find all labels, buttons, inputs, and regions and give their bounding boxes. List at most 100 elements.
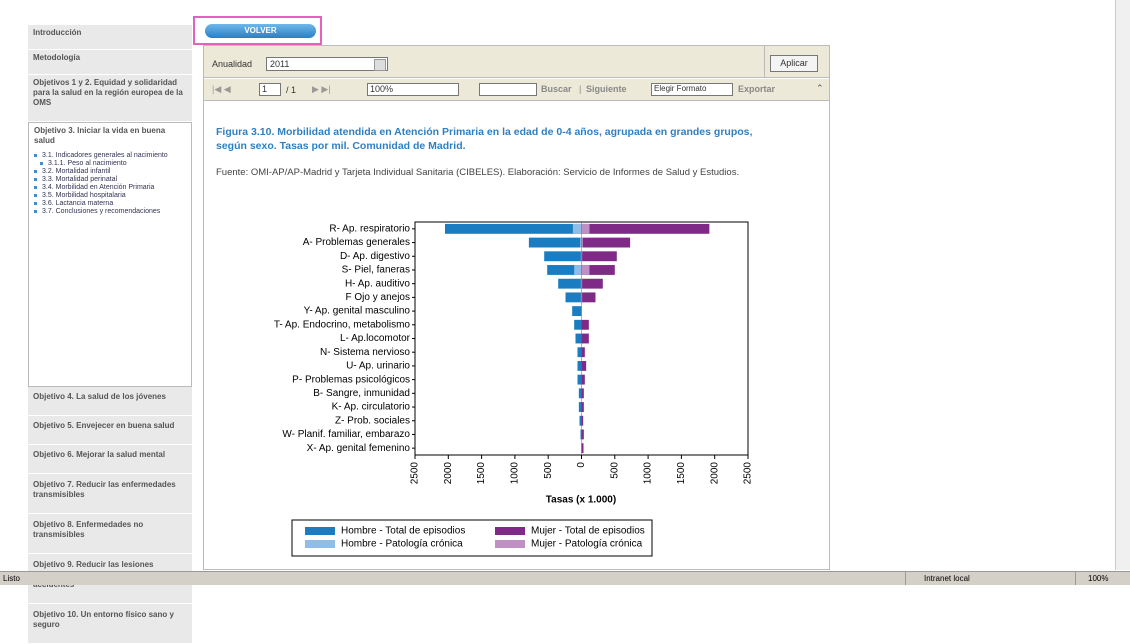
nav-subitem[interactable]: 3.2. Mortalidad infantil: [34, 168, 186, 176]
next-link[interactable]: Siguiente: [586, 84, 627, 94]
report-title: Figura 3.10. Morbilidad atendida en Aten…: [216, 126, 753, 152]
x-tick-label: 2500: [743, 462, 754, 485]
nav-item[interactable]: Objetivo 3. Iniciar la vida en buena sal…: [34, 126, 166, 145]
legend-box: [291, 519, 653, 557]
bar: [581, 237, 631, 248]
status-zoom[interactable]: 100%: [1075, 572, 1108, 585]
bar: [581, 347, 585, 358]
bar: [575, 333, 582, 344]
nav-item[interactable]: Objetivo 8. Enfermedades no transmisible…: [28, 514, 192, 554]
nav-subitem[interactable]: 3.3. Mortalidad perinatal: [34, 176, 186, 184]
nav-item[interactable]: Objetivo 6. Mejorar la salud mental: [28, 445, 192, 474]
bar: [577, 347, 582, 358]
y-tick-label: T- Ap. Endocrino, metabolismo: [274, 319, 411, 330]
legend-swatch: [305, 540, 335, 548]
apply-button[interactable]: Aplicar: [770, 55, 818, 72]
bar: [578, 402, 582, 412]
nav-subitem[interactable]: 3.4. Morbilidad en Atención Primaria: [34, 184, 186, 192]
report-panel: Anualidad 2011 Aplicar |◀ ◀ 1 / 1 ▶ ▶| 1…: [203, 45, 830, 570]
nav-item[interactable]: Objetivos 1 y 2. Equidad y solidaridad p…: [28, 75, 192, 122]
bar: [581, 251, 583, 262]
bar: [577, 360, 582, 371]
select-value: 100%: [370, 84, 394, 94]
report-toolbar: |◀ ◀ 1 / 1 ▶ ▶| 100% Buscar | Siguiente …: [204, 79, 829, 101]
sidebar: Introducción Metodología Objetivos 1 y 2…: [28, 25, 192, 644]
bar: [581, 265, 590, 275]
format-select[interactable]: Elegir Formato: [651, 83, 733, 96]
nav-subitem[interactable]: 3.1.1. Peso al nacimiento: [40, 160, 186, 168]
bar: [565, 292, 582, 303]
nav-item[interactable]: Objetivo 10. Un entorno físico sano y se…: [28, 604, 192, 644]
nav-item[interactable]: Objetivo 7. Reducir las enfermedades tra…: [28, 474, 192, 514]
y-tick-label: Y- Ap. genital masculino: [304, 306, 411, 317]
legend-swatch: [305, 527, 335, 535]
bar: [581, 292, 583, 303]
bar: [581, 443, 584, 454]
x-tick-label: 2000: [443, 462, 454, 485]
x-tick-label: 1500: [676, 462, 687, 485]
collapse[interactable]: ⌃: [816, 83, 824, 93]
x-tick-label: 2500: [410, 462, 421, 485]
param-bar: Anualidad 2011 Aplicar: [204, 46, 829, 78]
bar: [581, 319, 589, 330]
bar: [579, 415, 582, 426]
bar: [572, 306, 582, 317]
zone: Intranet local: [905, 572, 1015, 585]
y-tick-label: B- Sangre, inmunidad: [313, 388, 410, 399]
nav-item[interactable]: Introducción: [28, 25, 192, 50]
legend-label: Hombre - Total de episodios: [341, 526, 465, 537]
bar: [581, 333, 589, 344]
nav-item[interactable]: Metodología: [28, 50, 192, 75]
legend-label: Mujer - Total de episodios: [531, 526, 645, 537]
x-tick-label: 500: [609, 462, 620, 479]
bar: [580, 429, 582, 440]
y-tick-label: H- Ap. auditivo: [345, 278, 410, 289]
bar: [581, 374, 585, 385]
separator: |: [579, 84, 582, 94]
nav-arrows[interactable]: |◀ ◀: [212, 84, 231, 94]
nav-arrows[interactable]: ▶ ▶|: [312, 84, 331, 94]
bar: [577, 374, 582, 385]
bar: [581, 251, 617, 262]
back-button[interactable]: VOLVER: [205, 24, 316, 38]
report-source: Fuente: OMI-AP/AP-Madrid y Tarjeta Indiv…: [216, 167, 740, 178]
year-select[interactable]: 2011: [266, 57, 388, 71]
bar: [580, 278, 582, 289]
legend-swatch: [495, 527, 525, 535]
zoom-select[interactable]: 100%: [367, 83, 459, 96]
bar: [444, 223, 582, 234]
bar: [572, 223, 582, 234]
legend-swatch: [495, 540, 525, 548]
label: Anualidad: [212, 59, 253, 69]
search-input[interactable]: [479, 83, 537, 96]
bar: [581, 360, 587, 371]
nav-subitem[interactable]: 3.1. Indicadores generales al nacimiento: [34, 152, 186, 160]
legend-label: Hombre - Patología crónica: [341, 539, 463, 550]
nav-subitem[interactable]: 3.7. Conclusiones y recomendaciones: [34, 208, 186, 216]
status-bar: Listo Intranet local 100%: [0, 571, 1130, 585]
bar: [581, 265, 615, 275]
bar: [581, 237, 583, 248]
y-tick-label: N- Sistema nervioso: [320, 347, 410, 358]
find-link[interactable]: Buscar: [541, 84, 572, 94]
bar: [581, 278, 603, 289]
x-tick-label: 1000: [510, 462, 521, 485]
bar: [578, 388, 582, 399]
nav-item[interactable]: Objetivo 4. La salud de los jóvenes: [28, 387, 192, 416]
bar: [581, 388, 584, 399]
nav-item[interactable]: Objetivo 5. Envejecer en buena salud: [28, 416, 192, 445]
nav-subitem[interactable]: 3.5. Morbilidad hospitalaria: [34, 192, 186, 200]
nav-subitem[interactable]: 3.6. Lactancia materna: [34, 200, 186, 208]
y-tick-label: P- Problemas psicológicos: [292, 374, 410, 385]
y-tick-label: A- Problemas generales: [303, 237, 410, 248]
highlight: [193, 16, 322, 45]
page-total: / 1: [286, 85, 297, 95]
bar: [547, 265, 582, 275]
page-input[interactable]: 1: [259, 83, 281, 96]
bar: [580, 292, 582, 303]
export-link[interactable]: Exportar: [738, 84, 776, 94]
y-tick-label: W- Planif. familiar, embarazo: [282, 429, 410, 440]
select-value: 2011: [270, 59, 290, 69]
bar: [558, 278, 582, 289]
scrollbar[interactable]: [1115, 0, 1130, 570]
